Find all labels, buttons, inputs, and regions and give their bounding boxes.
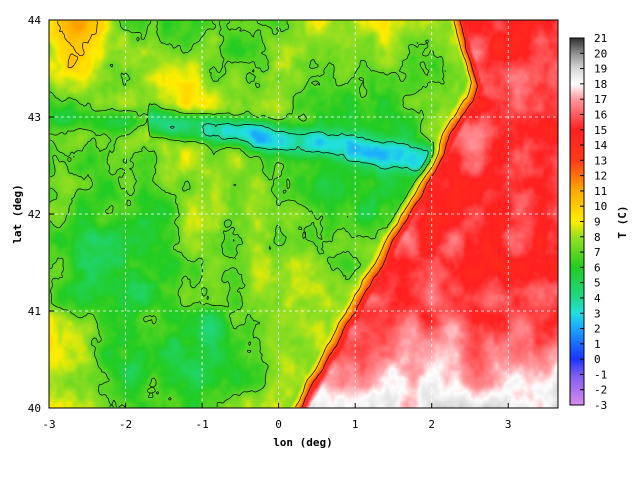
x-tick-label: -1	[195, 418, 208, 431]
colorbar-tick-label: 6	[594, 261, 601, 274]
y-tick-label: 41	[28, 305, 41, 318]
colorbar-tick-label: 12	[594, 170, 607, 183]
colorbar-tick-label: 4	[594, 292, 601, 305]
colorbar-tick-label: 9	[594, 216, 601, 229]
colorbar-tick-label: 2	[594, 323, 601, 336]
colorbar-tick-label: 5	[594, 277, 601, 290]
colorbar-tick-label: 21	[594, 32, 607, 45]
colorbar-tick-label: 14	[594, 139, 608, 152]
x-axis-title: lon (deg)	[273, 436, 333, 449]
colorbar-tick-label: 19	[594, 63, 607, 76]
colorbar-title: T (C)	[616, 205, 629, 238]
x-tick-label: -3	[42, 418, 55, 431]
colorbar: -3-2-10123456789101112131415161718192021…	[569, 32, 629, 412]
y-tick-label: 42	[28, 208, 41, 221]
colorbar-tick-label: 16	[594, 108, 607, 121]
y-tick-label: 40	[28, 402, 41, 415]
x-tick-label: -2	[119, 418, 132, 431]
colorbar-tick-label: 8	[594, 231, 601, 244]
colorbar-tick-label: -1	[594, 368, 607, 381]
x-tick-label: 0	[275, 418, 282, 431]
colorbar-tick-label: 1	[594, 338, 601, 351]
colorbar-tick-label: 13	[594, 154, 607, 167]
contour-path	[49, 20, 478, 408]
colorbar-tick-label: 7	[594, 246, 601, 259]
colorbar-tick-label: -2	[594, 384, 607, 397]
y-axis-title: lat (deg)	[11, 184, 24, 244]
colorbar-tick-label: 20	[594, 47, 607, 60]
y-tick-label: 43	[28, 111, 41, 124]
contour-lines	[49, 20, 478, 408]
colorbar-tick-label: 3	[594, 307, 601, 320]
colorbar-tick-label: 17	[594, 93, 607, 106]
colorbar-tick-label: -3	[594, 399, 607, 412]
colorbar-tick-label: 11	[594, 185, 607, 198]
colorbar-tick-label: 0	[594, 353, 601, 366]
x-tick-label: 2	[428, 418, 435, 431]
x-tick-label: 1	[352, 418, 359, 431]
plot-area	[48, 19, 559, 409]
colorbar-tick-label: 15	[594, 124, 607, 137]
colorbar-tick-label: 18	[594, 78, 607, 91]
x-tick-label: 3	[505, 418, 512, 431]
colorbar-tick-label: 10	[594, 200, 607, 213]
y-axis: 40 41 42 43 44	[28, 14, 54, 415]
x-axis: -3 -2 -1 0 1 2 3	[42, 403, 512, 431]
y-tick-label: 44	[28, 14, 42, 27]
